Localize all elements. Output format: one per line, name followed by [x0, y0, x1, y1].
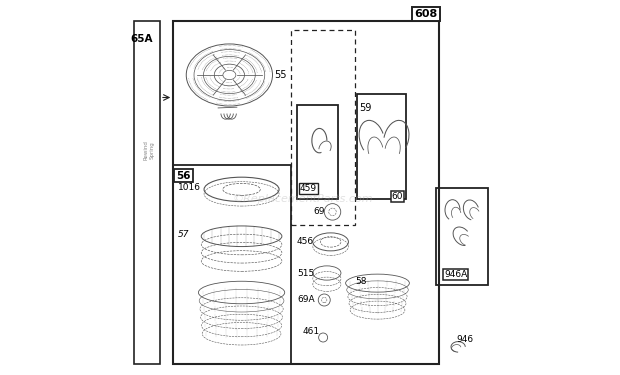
Bar: [436, 188, 488, 285]
Text: 60: 60: [392, 192, 403, 201]
Text: 56: 56: [176, 171, 190, 181]
Text: 946: 946: [456, 335, 474, 344]
Text: 69: 69: [314, 207, 326, 216]
Text: 57: 57: [178, 230, 190, 239]
Text: 69A: 69A: [297, 296, 314, 304]
Text: 608: 608: [414, 9, 438, 19]
Bar: [173, 165, 291, 364]
Text: 55: 55: [275, 70, 287, 80]
Bar: [297, 105, 338, 199]
Text: 946A: 946A: [445, 270, 467, 279]
Text: 461: 461: [303, 327, 320, 336]
Text: 459: 459: [300, 184, 317, 193]
Text: 456: 456: [297, 237, 314, 246]
Bar: [357, 94, 405, 199]
Text: Rewind
Spring: Rewind Spring: [143, 140, 154, 160]
Text: 65A: 65A: [131, 34, 153, 44]
Text: ©ReplacementParts.com: ©ReplacementParts.com: [232, 194, 373, 204]
Bar: [173, 21, 440, 364]
Text: 58: 58: [355, 277, 366, 286]
Bar: [134, 21, 160, 364]
Text: 59: 59: [360, 103, 372, 113]
Bar: [291, 30, 355, 225]
Text: 1016: 1016: [178, 183, 201, 192]
Text: 515: 515: [297, 269, 314, 278]
